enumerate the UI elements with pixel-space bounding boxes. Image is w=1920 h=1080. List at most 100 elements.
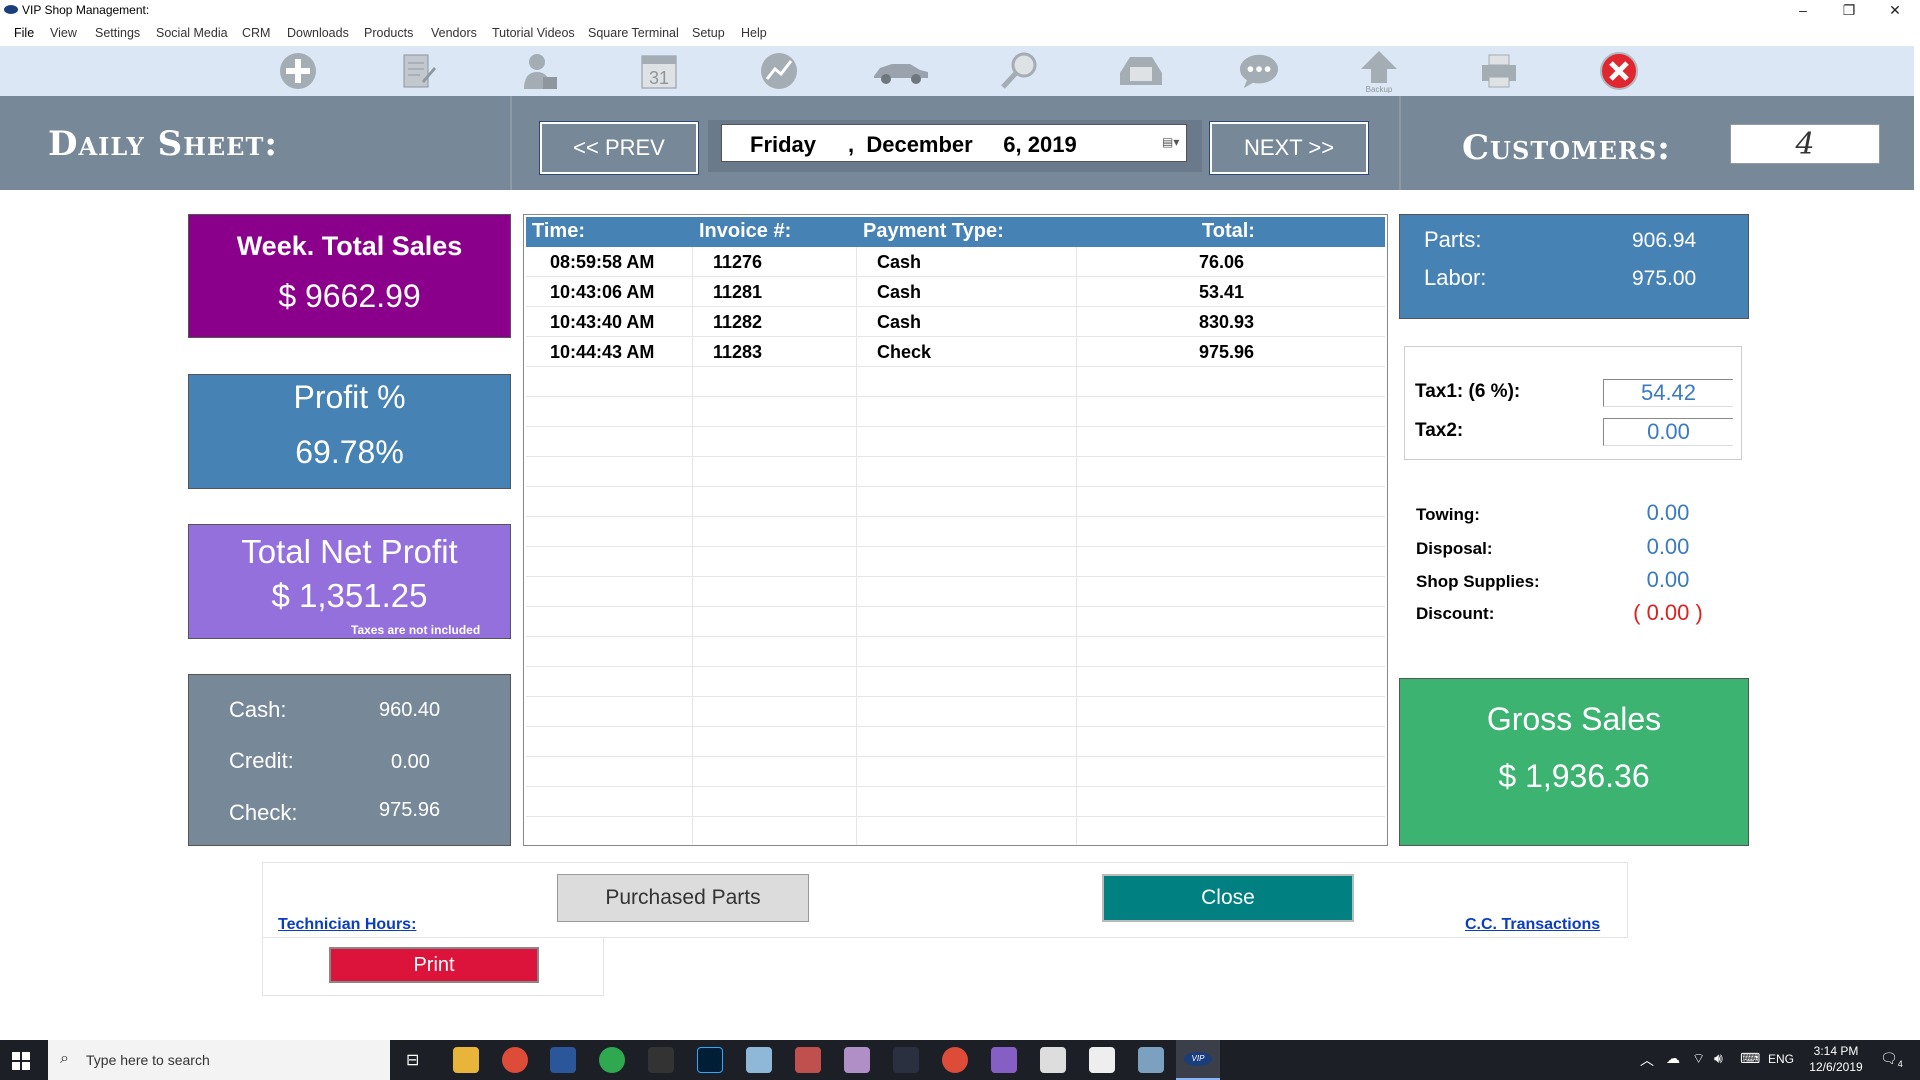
task-view-icon[interactable]: ⊟: [406, 1052, 420, 1069]
customers-label: Customers:: [1462, 128, 1671, 168]
menu-help[interactable]: Help: [741, 26, 767, 40]
cc-transactions-link[interactable]: C.C. Transactions: [1465, 916, 1601, 933]
edge-dev-icon[interactable]: [599, 1047, 625, 1073]
table-row[interactable]: 10:43:40 AM 11282 Cash 830.93: [526, 307, 1385, 337]
menu-products[interactable]: Products: [364, 26, 414, 40]
clock[interactable]: 3:14 PM 12/6/2019: [1806, 1044, 1866, 1074]
word-icon[interactable]: [550, 1047, 576, 1073]
menu-vendors[interactable]: Vendors: [431, 26, 477, 40]
towing-label: Towing:: [1416, 505, 1480, 524]
menu-crm[interactable]: CRM: [242, 26, 271, 40]
restore-button[interactable]: ❐: [1842, 2, 1856, 18]
cell-invoice: 11283: [713, 342, 763, 362]
col-invoice-header[interactable]: Invoice #:: [699, 220, 792, 242]
table-row[interactable]: 10:43:06 AM 11281 Cash 53.41: [526, 277, 1385, 307]
menu-settings[interactable]: Settings: [95, 26, 141, 40]
date-picker[interactable]: Friday , December 6, 2019 ▤▾: [721, 124, 1187, 162]
chat-icon[interactable]: [1238, 51, 1280, 91]
volume-icon[interactable]: 🔊︎: [1714, 1050, 1723, 1066]
tray-chevron-icon[interactable]: ︿: [1640, 1052, 1654, 1068]
print-button[interactable]: Print: [329, 947, 539, 983]
payment-totals-card: Cash: 960.40 Credit: 0.00 Check: 975.96: [188, 674, 511, 846]
table-row[interactable]: 08:59:58 AM 11276 Cash 76.06: [526, 247, 1385, 277]
disposal-value: 0.00: [1646, 534, 1690, 559]
cell-payment: Cash: [877, 282, 922, 302]
terminal-app-icon[interactable]: [648, 1047, 674, 1073]
cell-invoice: 11282: [713, 312, 763, 332]
table-row[interactable]: 10:44:43 AM 11283 Check 975.96: [526, 337, 1385, 367]
printer-icon[interactable]: [1478, 51, 1520, 91]
tax1-value[interactable]: 54.42: [1603, 379, 1733, 407]
col-time-header[interactable]: Time:: [532, 220, 585, 242]
image-editor-icon[interactable]: [844, 1047, 870, 1073]
empty-row: [526, 817, 1385, 845]
exit-icon[interactable]: [1598, 51, 1640, 91]
search-icon[interactable]: [998, 51, 1040, 91]
phone-icon[interactable]: [1116, 51, 1166, 91]
file-explorer-icon[interactable]: [453, 1047, 479, 1073]
tax2-value[interactable]: 0.00: [1603, 418, 1733, 446]
backup-icon[interactable]: Backup: [1358, 51, 1400, 93]
gross-sales-label: Gross Sales: [1486, 701, 1662, 737]
profit-label: Profit %: [293, 379, 406, 415]
windows-start-icon[interactable]: [12, 1052, 30, 1070]
calendar-icon[interactable]: 31: [638, 51, 680, 91]
photos-icon[interactable]: [1089, 1047, 1115, 1073]
keyboard-icon[interactable]: ⌨: [1740, 1050, 1761, 1066]
add-icon[interactable]: [277, 51, 319, 91]
empty-row: [526, 487, 1385, 517]
user-icon[interactable]: [518, 51, 560, 91]
search-icon: ⌕: [60, 1050, 69, 1067]
cell-total: 76.06: [1199, 252, 1245, 272]
onedrive-icon[interactable]: ☁: [1666, 1050, 1680, 1066]
menu-square-terminal[interactable]: Square Terminal: [588, 26, 679, 40]
col-payment-header[interactable]: Payment Type:: [863, 220, 1004, 242]
tax2-label: Tax2:: [1415, 420, 1464, 441]
visual-studio-icon[interactable]: [991, 1047, 1017, 1073]
vip-app-icon: VIP: [1184, 1052, 1212, 1066]
cell-total: 975.96: [1199, 342, 1255, 362]
calendar-day: 31: [649, 68, 669, 88]
empty-row: [526, 397, 1385, 427]
notes-icon[interactable]: [397, 51, 439, 91]
shop-supplies-label: Shop Supplies:: [1416, 572, 1540, 591]
notepad-icon[interactable]: [746, 1047, 772, 1073]
chart-icon[interactable]: [758, 51, 800, 91]
credit-value: 0.00: [391, 751, 430, 773]
customers-count: 4: [1730, 124, 1880, 164]
wifi-icon[interactable]: ⌔: [1692, 1050, 1706, 1066]
chrome-icon[interactable]: [502, 1047, 528, 1073]
calculator-icon[interactable]: [1040, 1047, 1066, 1073]
menu-tutorial-videos[interactable]: Tutorial Videos: [492, 26, 575, 40]
col-total-header[interactable]: Total:: [1202, 220, 1255, 242]
minimize-button[interactable]: –: [1799, 2, 1807, 18]
menu-view[interactable]: View: [50, 26, 77, 40]
paint-app-icon[interactable]: [795, 1047, 821, 1073]
car-icon[interactable]: [870, 51, 930, 91]
technician-hours-link[interactable]: Technician Hours:: [278, 916, 417, 933]
settings-app-icon[interactable]: [1138, 1047, 1164, 1073]
notification-center-icon[interactable]: 🗨︎4: [1880, 1050, 1903, 1069]
menu-social-media[interactable]: Social Media: [156, 26, 228, 40]
tax-box: Tax1: (6 %): 54.42 Tax2: 0.00: [1404, 346, 1742, 460]
vip-app-taskbar-button[interactable]: VIP: [1176, 1040, 1220, 1080]
menu-setup[interactable]: Setup: [692, 26, 725, 40]
next-day-button[interactable]: NEXT >>: [1209, 121, 1369, 175]
prev-day-button[interactable]: << PREV: [539, 121, 699, 175]
menu-file[interactable]: File: [14, 26, 35, 40]
calendar-dropdown-icon[interactable]: ▤▾: [1162, 135, 1180, 149]
check-value: 975.96: [379, 799, 441, 821]
close-window-button[interactable]: ✕: [1889, 2, 1901, 18]
credit-label: Credit:: [229, 748, 294, 773]
close-button[interactable]: Close: [1102, 874, 1354, 922]
empty-row: [526, 607, 1385, 637]
date-value: , December 6, 2019: [848, 132, 1077, 157]
taskbar-search[interactable]: ⌕ Type here to search: [48, 1040, 390, 1080]
app-icon[interactable]: [893, 1047, 919, 1073]
purchased-parts-button[interactable]: Purchased Parts: [557, 874, 809, 922]
language-indicator[interactable]: ENG: [1768, 1052, 1795, 1066]
empty-row: [526, 697, 1385, 727]
photoshop-icon[interactable]: [697, 1047, 723, 1073]
menu-downloads[interactable]: Downloads: [287, 26, 349, 40]
chrome-icon-2[interactable]: [942, 1047, 968, 1073]
